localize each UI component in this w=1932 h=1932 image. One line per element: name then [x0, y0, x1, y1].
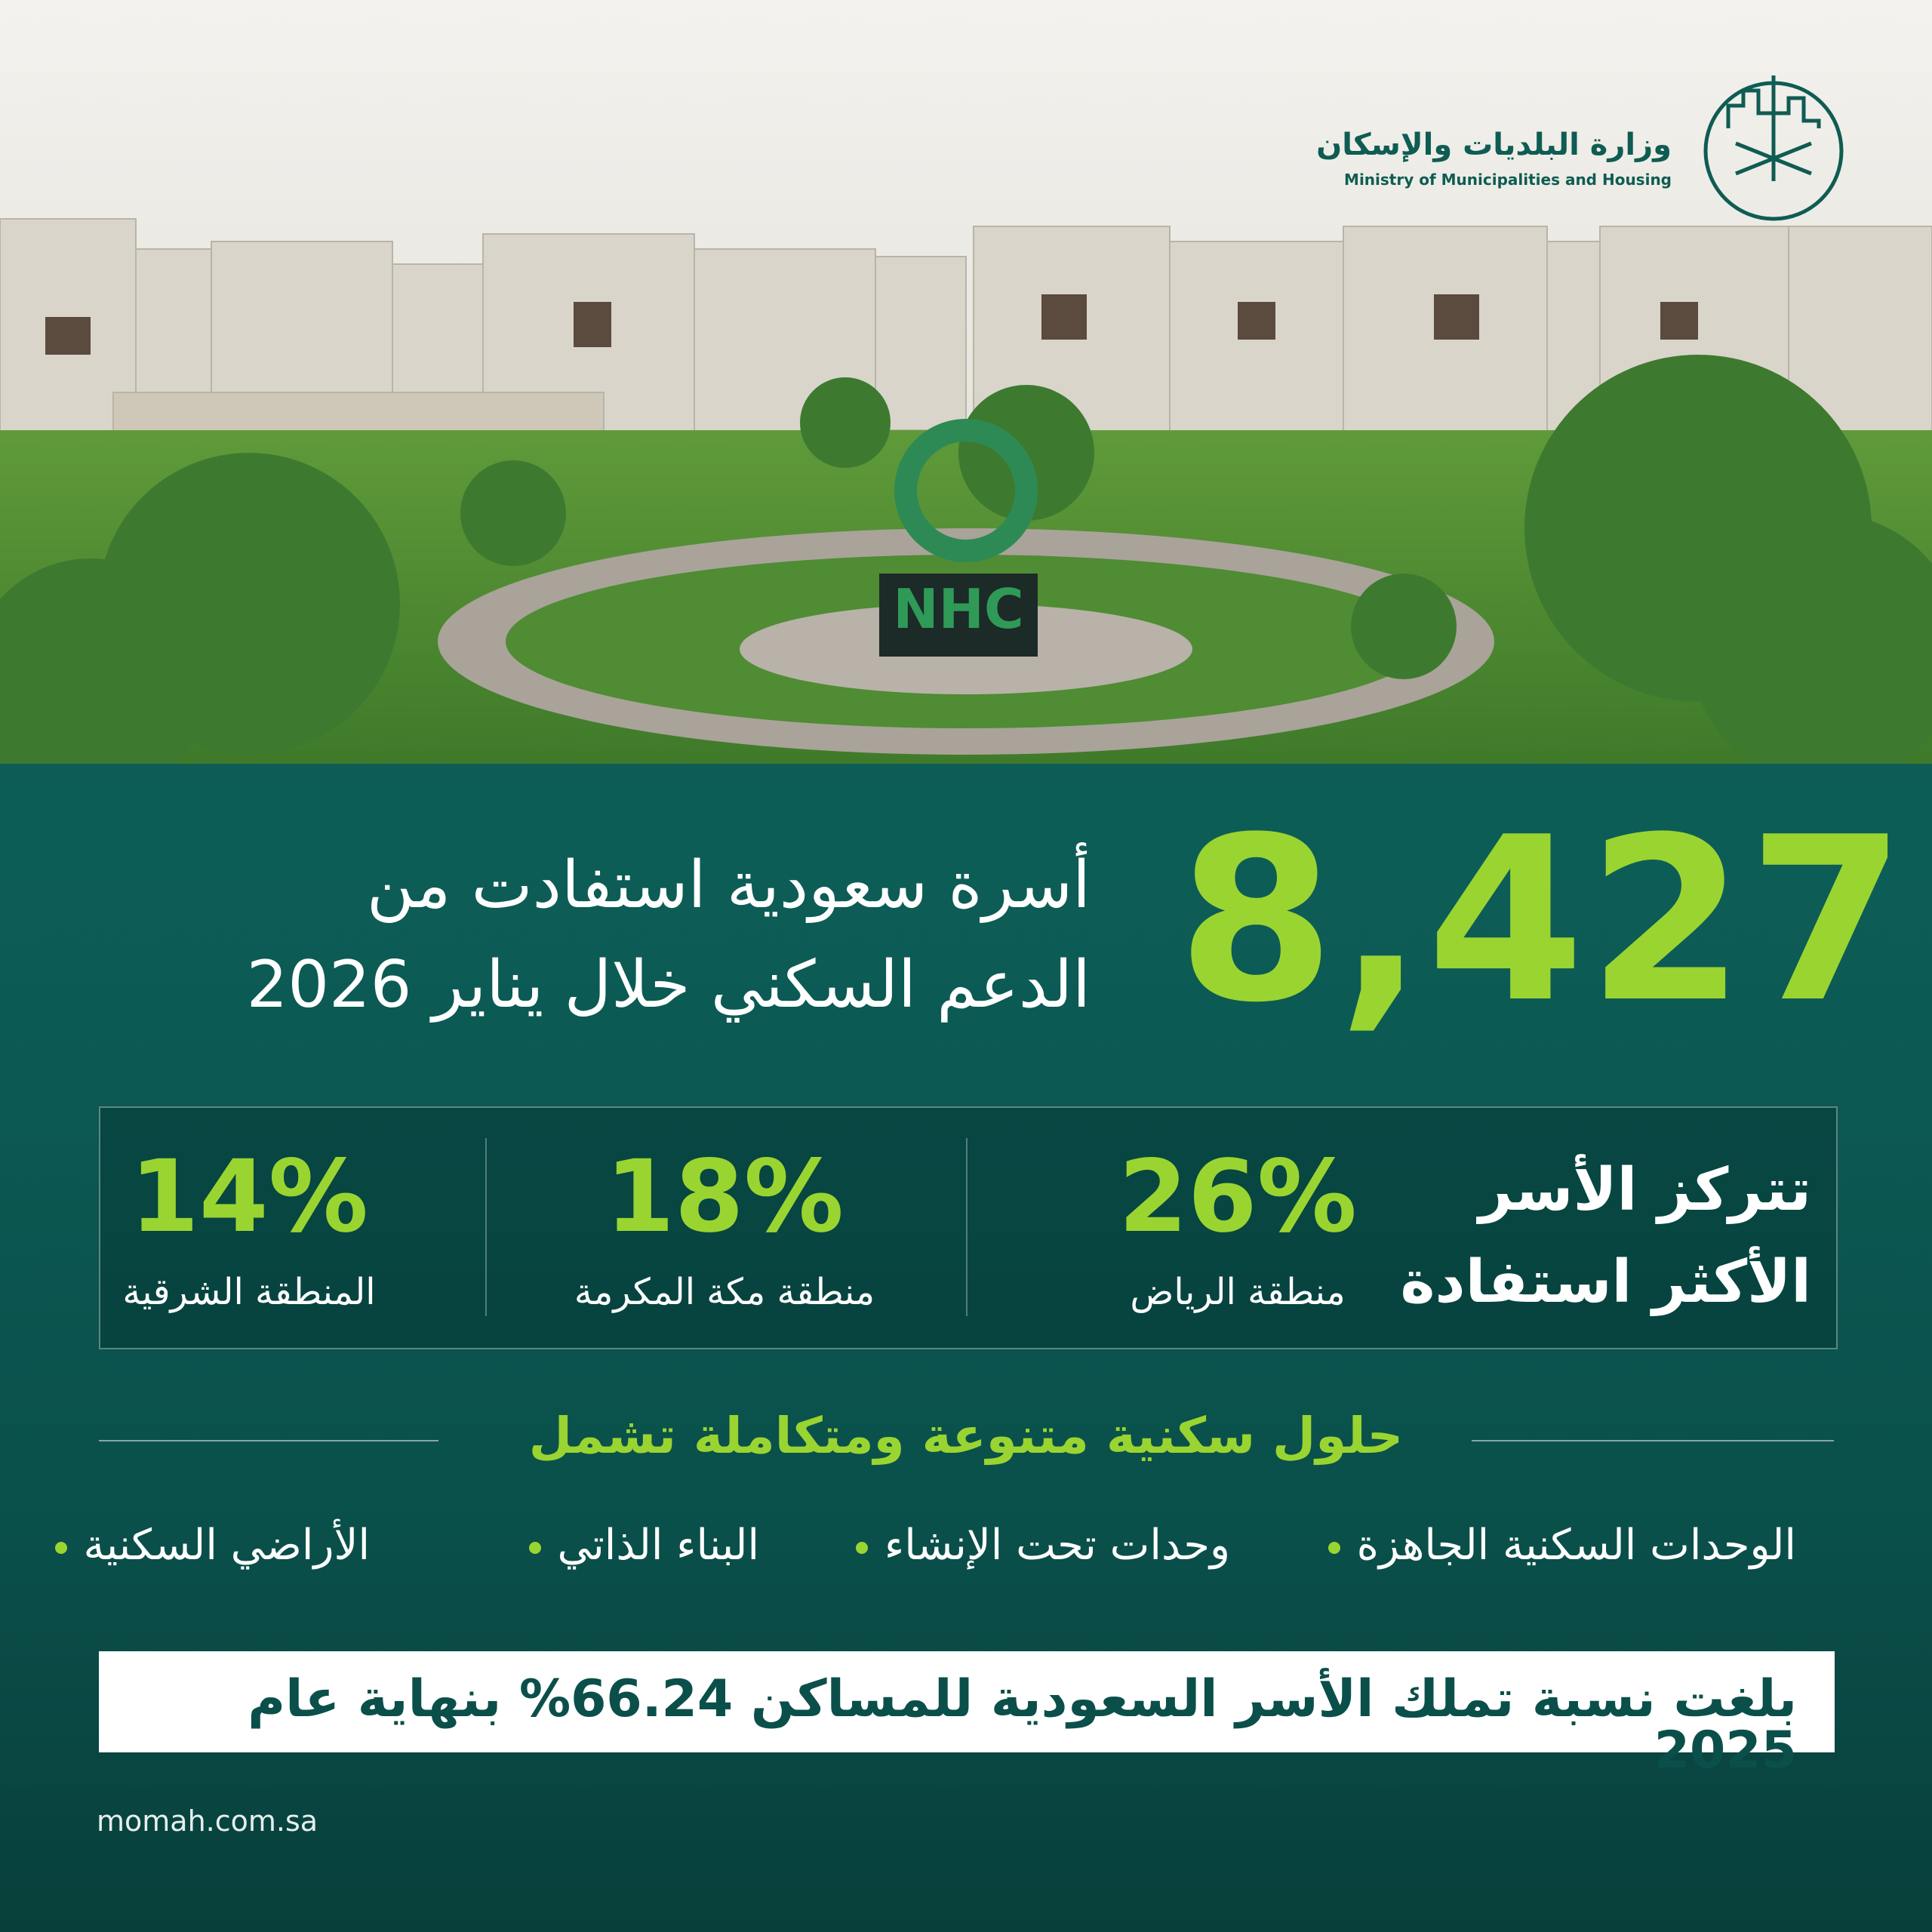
solution-item: البناء الذاتي — [529, 1524, 759, 1567]
note: بلغت نسبة تملك الأسر السعودية للمساكن 66… — [248, 1669, 1797, 1780]
divider — [966, 1138, 968, 1316]
region-label: منطقة الرياض — [1130, 1271, 1346, 1313]
ministry-name-en: Ministry of Municipalities and Housing — [1344, 171, 1672, 189]
rule — [1472, 1440, 1834, 1441]
region-percent: 18% — [605, 1139, 844, 1255]
hero-photo: NHC — [0, 0, 1932, 764]
solutions-title: حلول سكنية متنوعة ومتكاملة تشمل — [528, 1407, 1404, 1465]
note-box — [99, 1651, 1835, 1752]
headline-line: الدعم السكني خلال يناير 2026 — [246, 947, 1091, 1023]
regions-title: الأكثر استفادة — [1400, 1248, 1811, 1316]
solution-item: الوحدات السكنية الجاهزة — [1328, 1524, 1796, 1567]
sign-text: NHC — [893, 577, 1023, 641]
divider — [485, 1138, 487, 1316]
website: momah.com.sa — [97, 1804, 318, 1838]
solution-item: وحدات تحت الإنشاء — [856, 1524, 1230, 1567]
solution-item: الأراضي السكنية — [55, 1524, 370, 1567]
rule — [99, 1440, 438, 1441]
region-percent: 26% — [1118, 1139, 1357, 1255]
headline-line: أسرة سعودية استفادت من — [366, 848, 1091, 923]
ministry-name-ar: وزارة البلديات والإسكان — [1316, 128, 1672, 162]
region-percent: 14% — [130, 1139, 368, 1255]
region-label: المنطقة الشرقية — [122, 1271, 376, 1313]
headline-number: 8,427 — [1177, 789, 1909, 1052]
regions-title: تتركز الأسر — [1478, 1156, 1811, 1224]
region-label: منطقة مكة المكرمة — [574, 1271, 875, 1313]
regions-box — [99, 1106, 1838, 1349]
